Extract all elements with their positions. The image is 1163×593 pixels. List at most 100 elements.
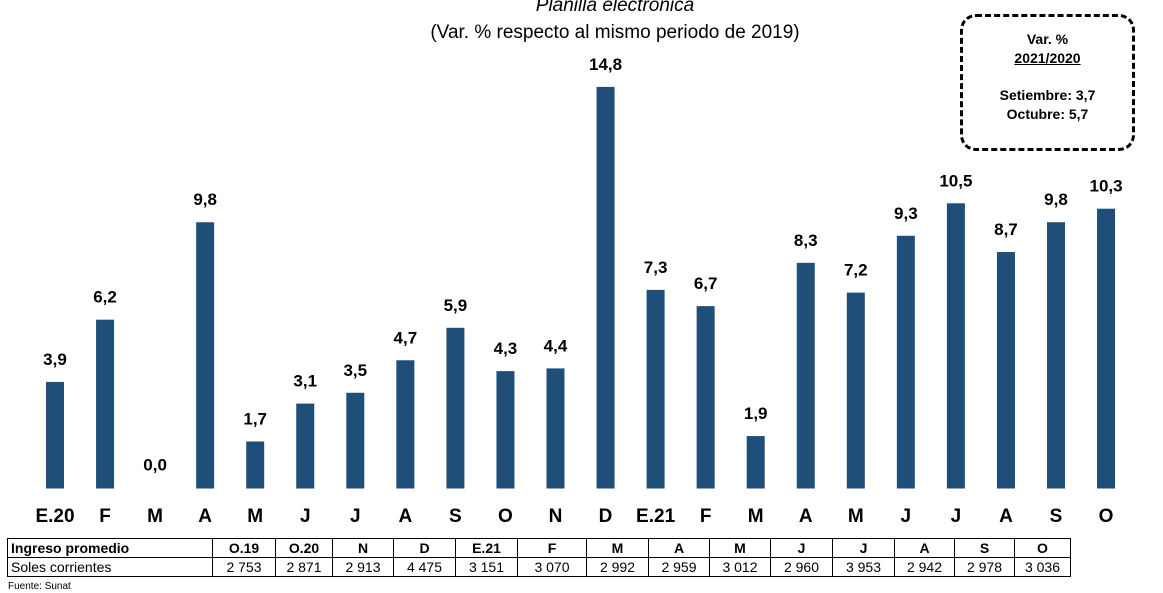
table-cell: Soles corrientes: [7, 557, 213, 577]
table-cell: F: [517, 538, 587, 558]
bar: [596, 86, 615, 489]
table-cell: 2 942: [894, 557, 955, 577]
bar: [446, 327, 465, 489]
table-cell: 2 960: [770, 557, 833, 577]
table-cell: A: [648, 538, 710, 558]
table-cell: J: [770, 538, 833, 558]
value-label: 3,5: [343, 361, 367, 380]
x-tick-label: F: [99, 506, 111, 527]
chart-title: Planilla electrónica: [536, 0, 694, 16]
table-cell: 2 992: [586, 557, 649, 577]
table-cell: 3 012: [709, 557, 771, 577]
bar: [246, 441, 265, 489]
x-tick-label: M: [748, 506, 764, 527]
table-cell: 2 913: [332, 557, 394, 577]
value-label: 9,8: [1044, 190, 1068, 209]
table-row: Soles corrientes 2 753 2 871 2 913 4 475 3 15…: [7, 557, 1071, 577]
x-tick-label: M: [147, 506, 163, 527]
table-cell: 3 953: [832, 557, 895, 577]
value-label: 6,7: [694, 274, 718, 293]
table-cell: O.19: [212, 538, 276, 558]
value-label: 4,4: [544, 336, 568, 355]
x-tick-label: S: [449, 506, 462, 527]
bar: [896, 235, 915, 489]
x-tick-label: A: [198, 506, 212, 527]
x-tick-label: J: [300, 506, 311, 527]
table-cell: 2 959: [648, 557, 710, 577]
value-label: 6,2: [93, 288, 117, 307]
value-label: 9,3: [894, 204, 918, 223]
chart-subtitle: (Var. % respecto al mismo periodo de 201…: [430, 22, 799, 43]
table-cell: 2 871: [275, 557, 333, 577]
table-cell: 2 753: [212, 557, 276, 577]
table-cell: Ingreso promedio: [7, 538, 213, 558]
x-tick-label: O: [498, 506, 513, 527]
annotation-period: 2021/2020: [1014, 50, 1081, 66]
value-label: 8,3: [794, 231, 818, 250]
value-label: 10,3: [1090, 177, 1123, 196]
table-cell: J: [832, 538, 895, 558]
x-tick-label: D: [599, 506, 613, 527]
annotation-line: Setiembre: 3,7: [999, 87, 1096, 103]
table-cell: 3 151: [455, 557, 518, 577]
table-cell: 2 978: [954, 557, 1015, 577]
table-header: Ingreso promedio O.19 O.20 N D E.21 F M A M J J A S O: [7, 538, 1071, 558]
value-label: 5,9: [444, 296, 468, 315]
bar: [196, 222, 215, 489]
table-cell: E.21: [455, 538, 518, 558]
bar: [296, 403, 315, 489]
bar: [646, 289, 665, 489]
value-label: 0,0: [143, 455, 167, 474]
table-cell: 3 036: [1014, 557, 1071, 577]
table-cell: N: [332, 538, 394, 558]
x-tick-label: A: [398, 506, 412, 527]
x-tick-label: J: [901, 506, 912, 527]
bar: [96, 319, 115, 489]
bar: [1097, 208, 1116, 489]
value-label: 9,8: [193, 190, 217, 209]
x-tick-label: F: [700, 506, 712, 527]
annotation-line: Octubre: 5,7: [1006, 106, 1089, 122]
table-cell: 4 475: [393, 557, 456, 577]
value-label: 8,7: [994, 220, 1018, 239]
table-cell: D: [393, 538, 456, 558]
x-tick-label: M: [247, 506, 263, 527]
bar: [946, 203, 965, 489]
x-tick-label: J: [951, 506, 962, 527]
x-tick-label: N: [549, 506, 563, 527]
x-tick-label: E.20: [35, 506, 74, 527]
table-cell: O.20: [275, 538, 333, 558]
x-tick-label: S: [1050, 506, 1063, 527]
value-label: 10,5: [939, 171, 972, 190]
value-label: 4,3: [494, 339, 518, 358]
table-cell: A: [894, 538, 955, 558]
value-label: 3,9: [43, 350, 67, 369]
value-label: 1,7: [243, 409, 267, 428]
bar: [1047, 222, 1065, 489]
bar: [846, 292, 865, 489]
bar: [396, 360, 415, 489]
value-label: 4,7: [394, 328, 418, 347]
bar: [796, 262, 815, 489]
value-label: 14,8: [589, 55, 622, 74]
bar: [996, 252, 1015, 489]
x-tick-label: J: [350, 506, 361, 527]
bar: [46, 381, 64, 489]
bar: [346, 392, 365, 489]
bar: [696, 306, 715, 489]
x-tick-label: A: [799, 506, 813, 527]
value-label: 7,2: [844, 261, 868, 280]
table-cell: O: [1014, 538, 1071, 558]
value-label: 3,1: [293, 372, 317, 391]
x-tick-label: O: [1099, 506, 1114, 527]
data-table: Ingreso promedio O.19 O.20 N D E.21 F M A M J J A S O S…: [7, 538, 1071, 577]
value-label: 7,3: [644, 258, 668, 277]
source: Fuente: Sunat: [8, 581, 71, 592]
table-cell: 3 070: [517, 557, 587, 577]
chart: Planilla electrónica (Var. % respecto al…: [35, 0, 1123, 527]
bar: [496, 371, 515, 489]
x-tick-label: M: [848, 506, 864, 527]
annotation-title: Var. %: [1026, 31, 1069, 47]
table-cell: S: [954, 538, 1015, 558]
